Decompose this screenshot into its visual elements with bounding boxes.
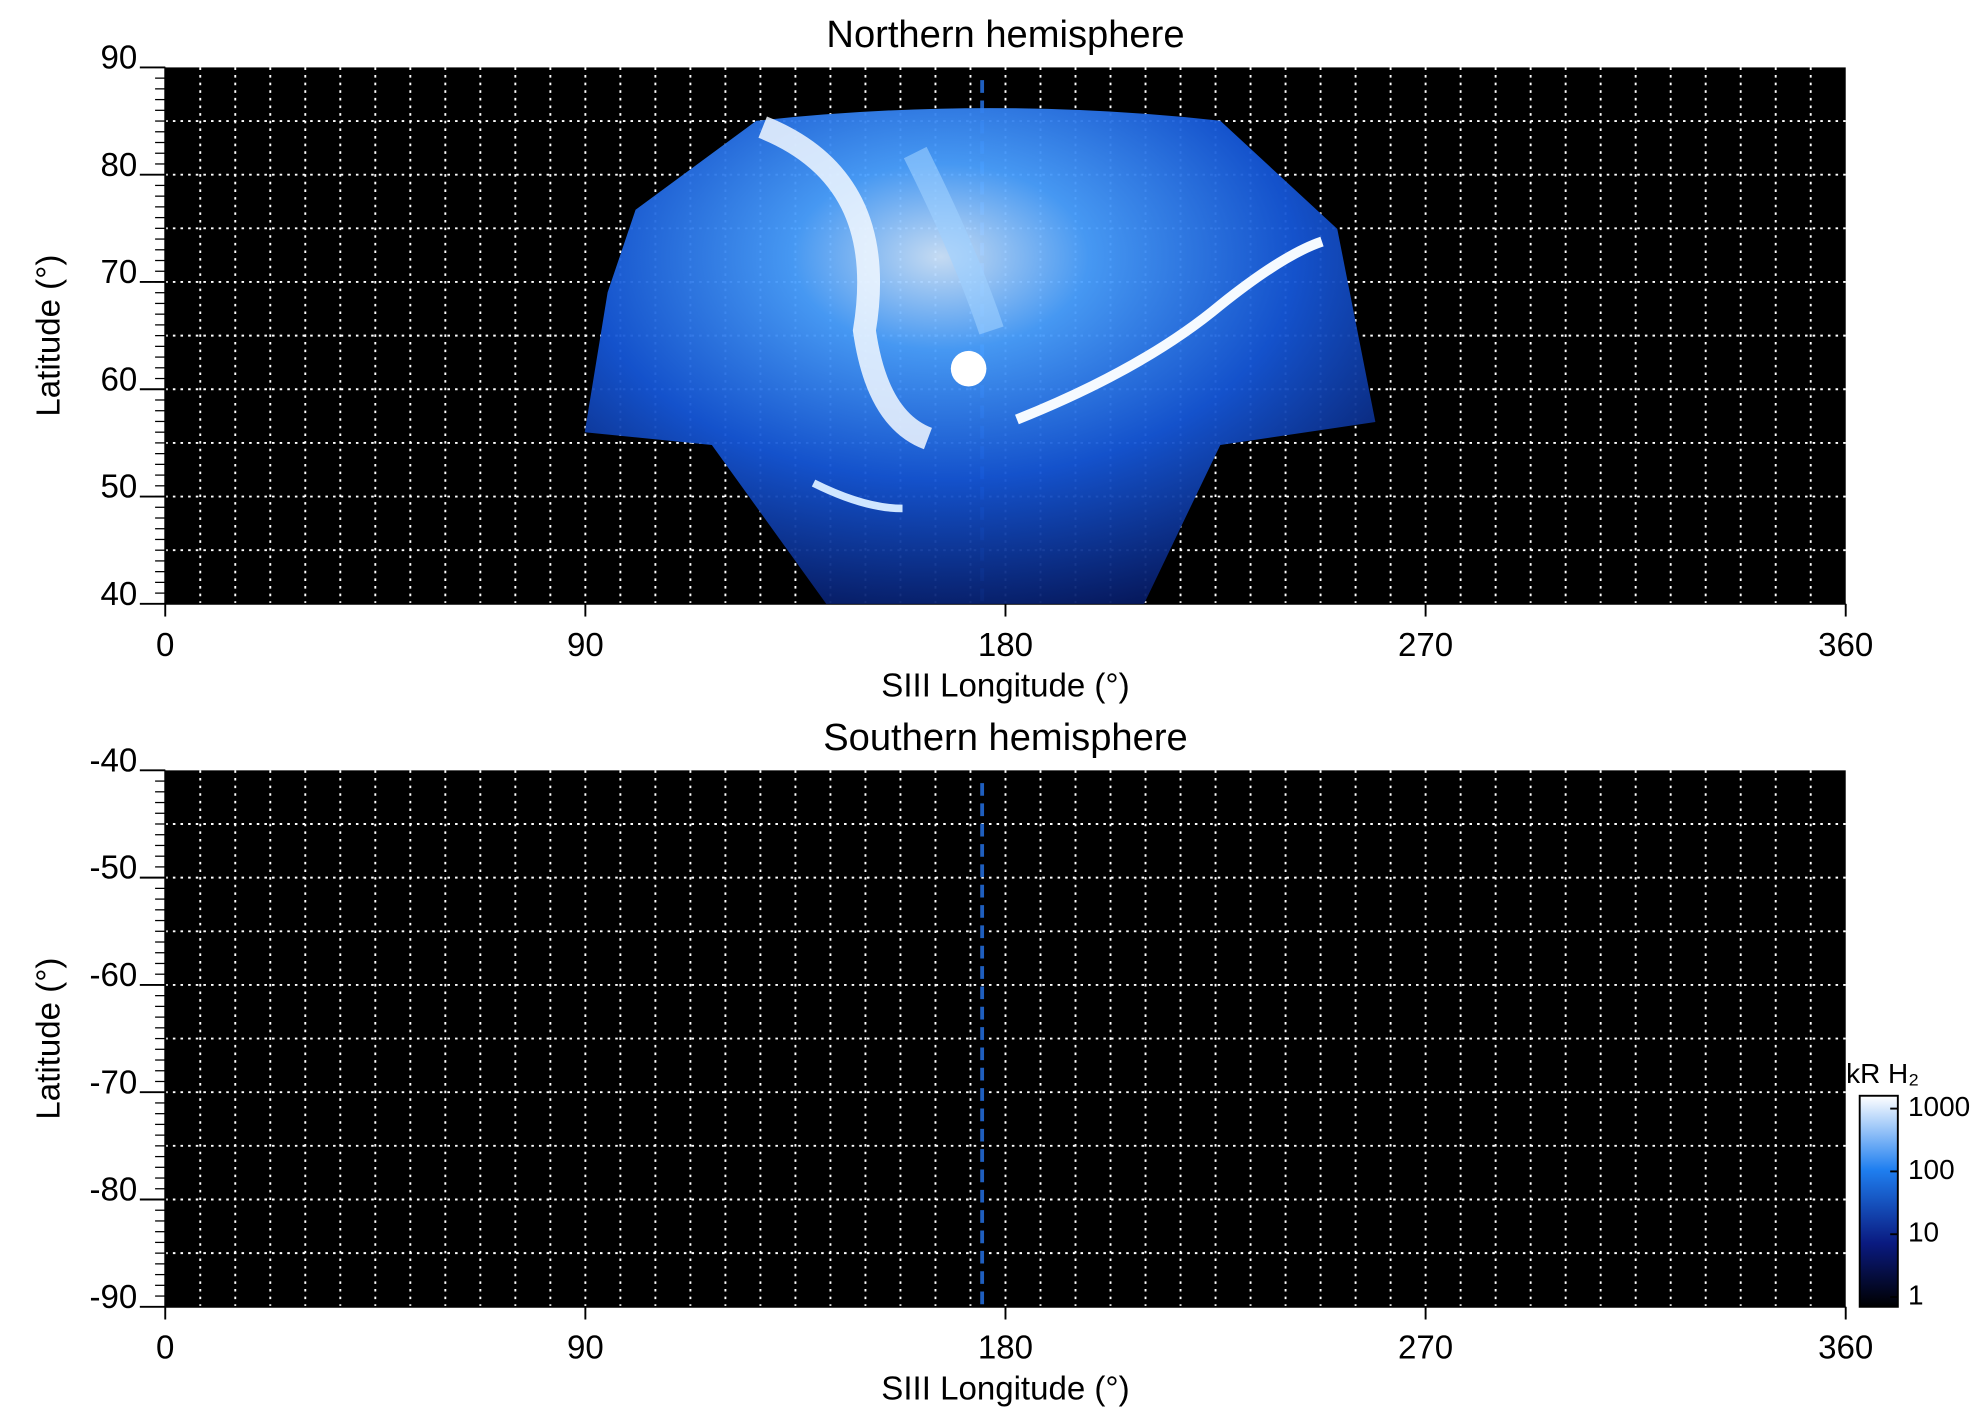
x-tick-label: 270 <box>1398 627 1453 664</box>
panel: Southern hemisphere SIII Longitude (°) Lat… <box>31 716 1971 1407</box>
x-tick-label: 360 <box>1818 1330 1873 1367</box>
y-tick-label: -70 <box>90 1064 138 1101</box>
y-axis-label: Latitude (°) <box>31 255 68 417</box>
x-axis-label: SIII Longitude (°) <box>881 667 1129 704</box>
y-tick-label: 40 <box>101 576 138 613</box>
x-tick-label: 180 <box>978 627 1033 664</box>
y-tick-label: 50 <box>101 469 138 506</box>
chart-title: Northern hemisphere <box>826 13 1184 56</box>
x-tick-label: 0 <box>156 1330 174 1367</box>
colorbar-tick-label: 1 <box>1908 1279 1924 1310</box>
colorbar <box>1858 1094 1899 1308</box>
x-tick-label: 90 <box>567 1330 604 1367</box>
y-tick-label: -50 <box>90 850 138 887</box>
y-tick-label: -80 <box>90 1172 138 1209</box>
aurora-image <box>584 108 1376 604</box>
colorbar-label: kR H₂ <box>1846 1058 1919 1089</box>
colorbar-tick-label: 100 <box>1908 1154 1955 1185</box>
y-tick-label: -90 <box>90 1279 138 1316</box>
colorbar-tick-label: 1000 <box>1908 1091 1970 1122</box>
x-tick-label: 270 <box>1398 1330 1453 1367</box>
x-axis-label: SIII Longitude (°) <box>881 1370 1129 1407</box>
y-tick-label: -40 <box>90 742 138 779</box>
y-tick-label: 90 <box>101 40 138 77</box>
chart-title: Southern hemisphere <box>823 716 1188 759</box>
y-axis-label: Latitude (°) <box>31 958 68 1120</box>
y-tick-label: 70 <box>101 254 138 291</box>
x-tick-label: 360 <box>1818 627 1873 664</box>
x-tick-label: 180 <box>978 1330 1033 1367</box>
y-tick-label: 60 <box>101 361 138 398</box>
y-tick-label: -60 <box>90 957 138 994</box>
x-tick-label: 0 <box>156 627 174 664</box>
y-tick-label: 80 <box>101 147 138 184</box>
x-tick-label: 90 <box>567 627 604 664</box>
colorbar-tick-label: 10 <box>1908 1217 1939 1248</box>
